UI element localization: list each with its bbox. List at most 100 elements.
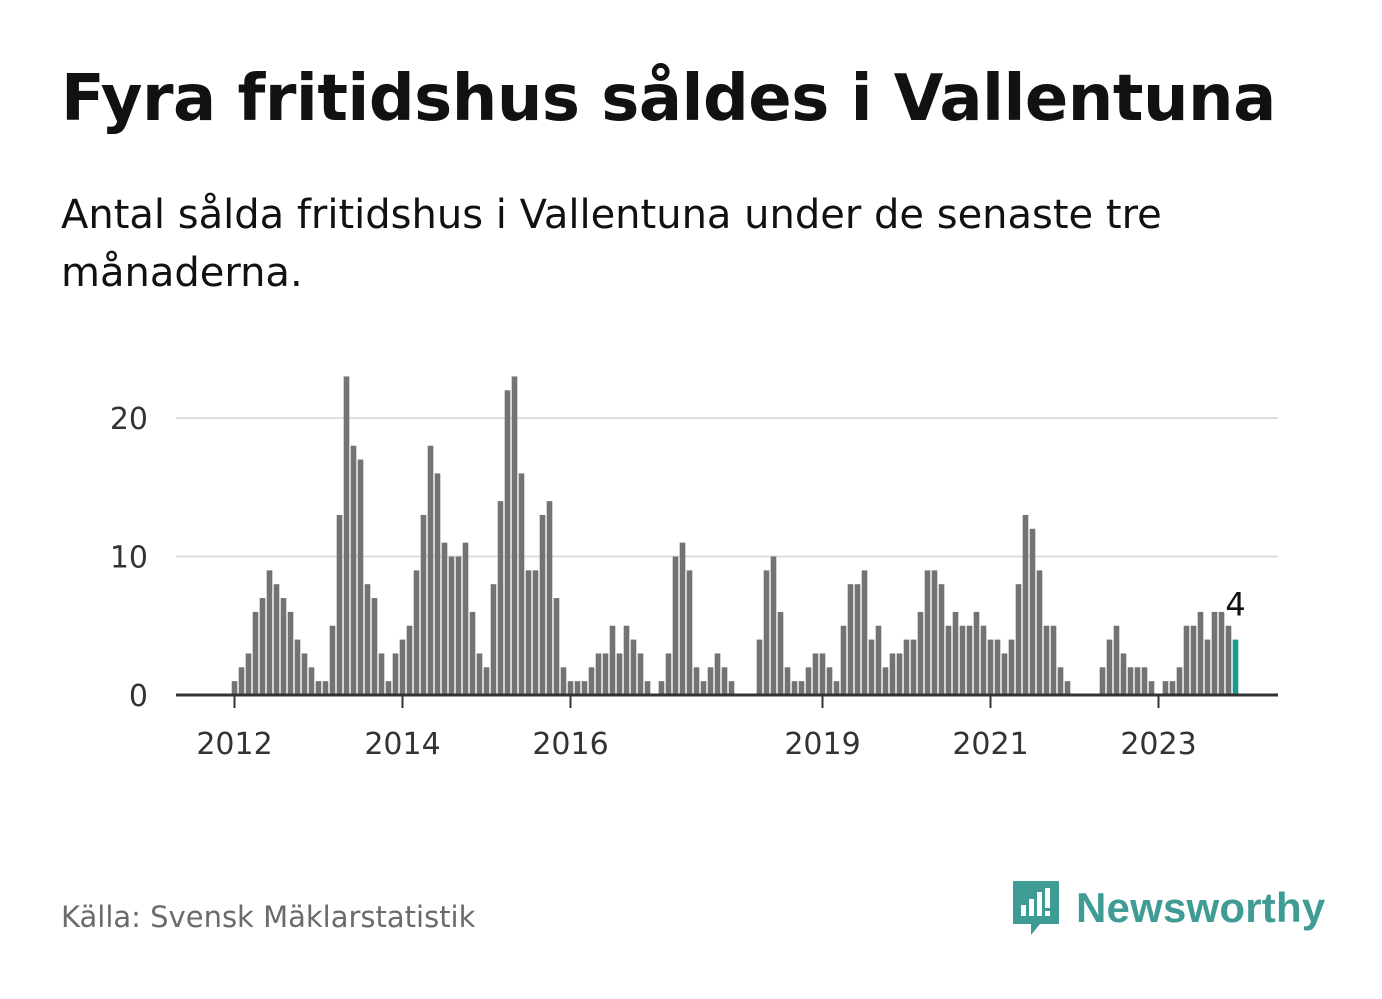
bar — [497, 501, 504, 695]
bar — [812, 653, 819, 695]
bar — [308, 667, 315, 695]
x-tick-label: 2021 — [952, 727, 1028, 762]
x-tick-label: 2016 — [532, 727, 608, 762]
bar — [721, 667, 728, 695]
bar — [1197, 611, 1204, 695]
y-tick-label: 10 — [110, 541, 148, 576]
bar — [868, 639, 875, 695]
bar — [826, 667, 833, 695]
bar — [567, 681, 574, 695]
bar — [714, 653, 721, 695]
x-tick-label: 2014 — [364, 727, 440, 762]
bar — [1127, 667, 1134, 695]
bar — [336, 514, 343, 695]
bar — [728, 681, 735, 695]
x-tick-label: 2023 — [1120, 727, 1196, 762]
y-tick-label: 0 — [129, 679, 148, 714]
bar — [448, 556, 455, 695]
bar — [434, 473, 441, 695]
bar — [455, 556, 462, 695]
y-tick-label: 20 — [110, 402, 148, 437]
bar — [1001, 653, 1008, 695]
latest-value-label: 4 — [1225, 586, 1245, 624]
bar — [420, 514, 427, 695]
bar — [294, 639, 301, 695]
bar — [1050, 625, 1057, 695]
bar — [973, 611, 980, 695]
bar — [469, 611, 476, 695]
bar — [875, 625, 882, 695]
bar — [511, 376, 518, 695]
bar — [273, 584, 280, 695]
bar — [1162, 681, 1169, 695]
bar — [966, 625, 973, 695]
bar — [1169, 681, 1176, 695]
bar — [1113, 625, 1120, 695]
bar — [700, 681, 707, 695]
bar — [847, 584, 854, 695]
bar — [1120, 653, 1127, 695]
bar — [476, 653, 483, 695]
bar — [315, 681, 322, 695]
bar — [525, 570, 532, 695]
bar — [532, 570, 539, 695]
bar — [1008, 639, 1015, 695]
bar — [539, 514, 546, 695]
bar — [959, 625, 966, 695]
bar — [266, 570, 273, 695]
bar — [392, 653, 399, 695]
bar — [595, 653, 602, 695]
bar — [819, 653, 826, 695]
chart-subtitle: Antal sålda fritidshus i Vallentuna unde… — [61, 192, 1162, 296]
bar — [231, 681, 238, 695]
bar — [462, 542, 469, 695]
source-note: Källa: Svensk Mäklarstatistik — [61, 900, 476, 934]
bar — [896, 653, 903, 695]
bar — [1183, 625, 1190, 695]
bar — [364, 584, 371, 695]
bar — [1036, 570, 1043, 695]
bar — [1134, 667, 1141, 695]
bar — [371, 598, 378, 695]
bar — [406, 625, 413, 695]
bar — [882, 667, 889, 695]
bar — [903, 639, 910, 695]
bar — [1148, 681, 1155, 695]
bar-chart: 0 10 20 2012 2014 2016 2019 2021 2023 4 — [110, 376, 1278, 762]
bar — [945, 625, 952, 695]
bar — [1204, 639, 1211, 695]
bar — [994, 639, 1001, 695]
bar — [924, 570, 931, 695]
bar — [329, 625, 336, 695]
bar — [1176, 667, 1183, 695]
bar — [623, 625, 630, 695]
bar — [833, 681, 840, 695]
bar — [343, 376, 350, 695]
bar — [518, 473, 525, 695]
bar — [770, 556, 777, 695]
bar — [672, 556, 679, 695]
bar — [1225, 625, 1232, 695]
bar — [1141, 667, 1148, 695]
bar — [399, 639, 406, 695]
brand-name: Newsworthy — [1076, 884, 1326, 931]
bar — [322, 681, 329, 695]
bar — [637, 653, 644, 695]
bar — [854, 584, 861, 695]
bar — [504, 390, 511, 695]
bar — [553, 598, 560, 695]
bar — [805, 667, 812, 695]
bar — [1099, 667, 1106, 695]
chart-title: Fyra fritidshus såldes i Vallentuna — [61, 62, 1276, 136]
bar — [287, 611, 294, 695]
bar — [1029, 528, 1036, 695]
bar — [679, 542, 686, 695]
bar — [861, 570, 868, 695]
bar — [763, 570, 770, 695]
bar — [483, 667, 490, 695]
bar — [560, 667, 567, 695]
bar — [238, 667, 245, 695]
newsworthy-logo-icon — [1013, 881, 1059, 935]
bar — [1057, 667, 1064, 695]
bar — [385, 681, 392, 695]
